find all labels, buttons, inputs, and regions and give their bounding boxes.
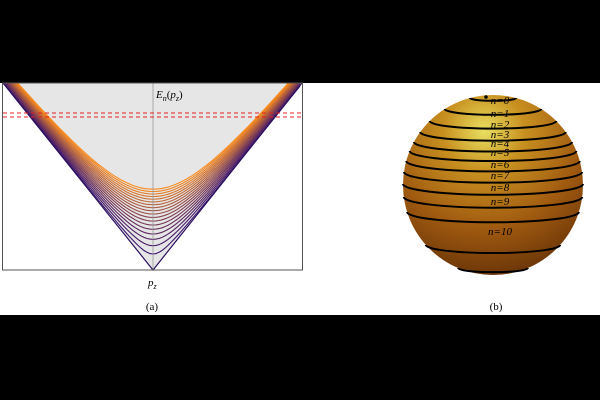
panel-b: n=0n=1n=2n=3n=4n=5n=6n=7n=8 n=9 n=10 (b)	[402, 95, 584, 313]
band	[406, 211, 580, 224]
sphere	[403, 95, 583, 275]
band	[457, 267, 529, 274]
band	[443, 108, 543, 116]
band	[428, 120, 558, 130]
energy-curve	[10, 83, 296, 209]
energy-curve	[14, 83, 292, 198]
energy-label: En(pz)	[155, 89, 183, 103]
level-label: n=0	[491, 95, 510, 107]
energy-curve	[16, 83, 290, 193]
caption: (a)	[146, 301, 159, 313]
band	[402, 196, 584, 209]
band	[424, 244, 562, 255]
pole	[484, 95, 488, 99]
label-part: )	[179, 89, 183, 101]
band	[402, 171, 584, 184]
energy-curve	[6, 83, 300, 226]
energy-curve	[9, 83, 297, 215]
energy-curve	[11, 83, 295, 206]
energy-curve	[17, 83, 289, 190]
energy-curve	[12, 83, 294, 203]
level-label: n=3	[491, 129, 510, 141]
level-label: n=6	[491, 159, 510, 171]
label-part: p	[169, 89, 176, 101]
label-part: (	[167, 89, 171, 101]
band	[408, 150, 578, 162]
momentum-label: pz	[147, 277, 158, 291]
energy-curve	[8, 83, 298, 218]
energy-curve	[7, 83, 299, 222]
band	[419, 131, 567, 142]
band	[405, 160, 581, 173]
label-part: n	[163, 94, 167, 103]
energy-curves	[3, 83, 301, 255]
latitude-bands	[402, 95, 584, 274]
level-label: n=4	[491, 138, 510, 150]
label-part: E	[155, 89, 163, 101]
level-label: n=7	[491, 170, 510, 182]
label-part: z	[175, 94, 180, 103]
label-part: z	[153, 282, 158, 291]
panel-a: En(pz) pz (a)	[2, 82, 303, 313]
level-label: n=8	[491, 182, 510, 194]
level-label: n=1	[491, 108, 509, 120]
level-label: n=10	[488, 226, 512, 238]
light-cone	[3, 83, 302, 270]
energy-curve	[4, 83, 301, 240]
level-labels: n=0n=1n=2n=3n=4n=5n=6n=7n=8 n=9 n=10	[488, 95, 512, 238]
energy-curve	[9, 83, 297, 212]
band	[412, 141, 574, 153]
band	[468, 97, 518, 102]
level-label: n=9	[491, 196, 510, 208]
energy-curve	[3, 83, 301, 247]
energy-curve	[5, 83, 301, 230]
energy-curve	[15, 83, 291, 195]
caption: (b)	[490, 301, 503, 313]
level-label: n=5	[491, 147, 510, 159]
label-part: p	[147, 277, 154, 289]
level-label: n=2	[491, 119, 510, 131]
plot-frame	[2, 82, 303, 271]
energy-curve	[13, 83, 293, 200]
energy-curve	[5, 83, 301, 235]
band	[402, 183, 584, 196]
